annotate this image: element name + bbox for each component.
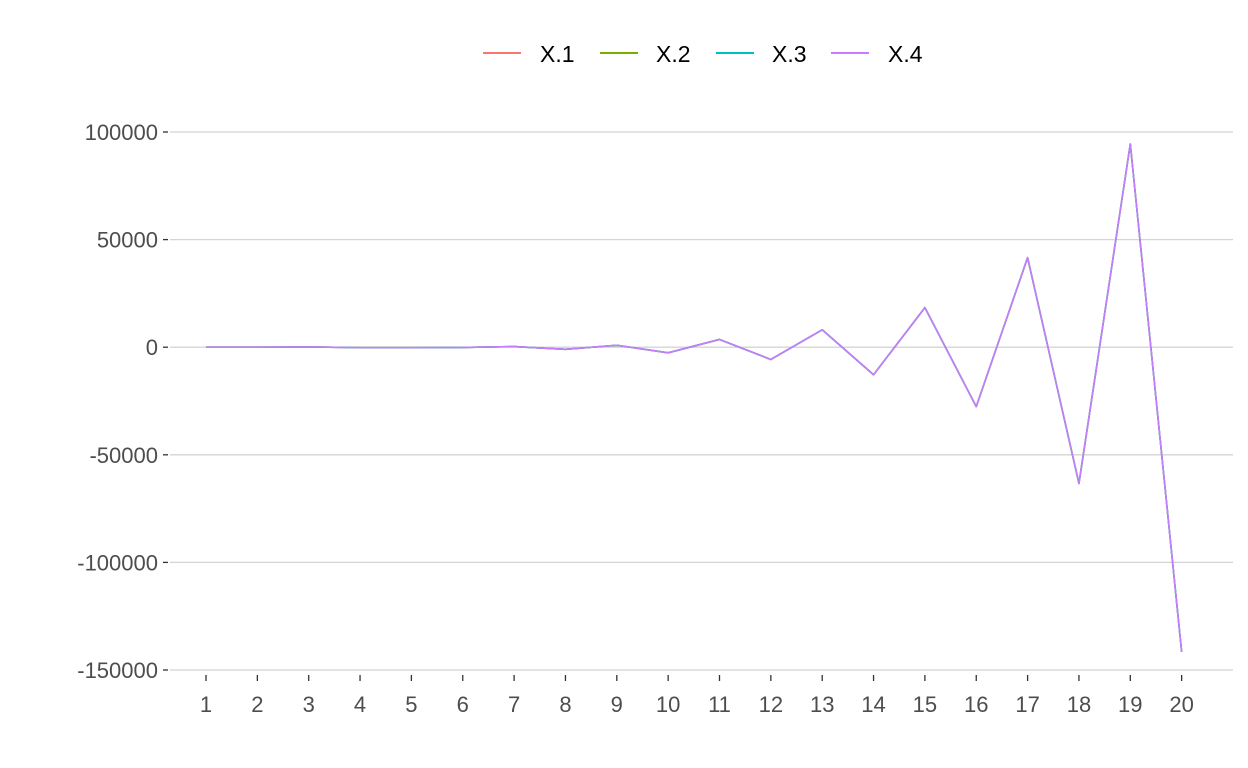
y-tick-label: 50000 — [97, 228, 158, 253]
x-axis: 1 2 3 4 5 6 7 8 9 10 11 12 13 14 15 16 17 18 19 20 — [200, 675, 1194, 717]
x-tick-label: 12 — [759, 692, 783, 717]
y-tick-label: 100000 — [85, 120, 158, 145]
legend-item-x3: X.3 — [716, 41, 807, 67]
y-tick-label: -50000 — [89, 443, 158, 468]
series-line-x2 — [206, 143, 1183, 653]
x-tick-label: 7 — [508, 692, 520, 717]
y-tick-label: -100000 — [77, 550, 158, 575]
y-tick-label: -150000 — [77, 658, 158, 683]
x-tick-label: 4 — [354, 692, 366, 717]
x-tick-label: 20 — [1169, 692, 1193, 717]
x-tick-label: 1 — [200, 692, 212, 717]
series-line-x1 — [206, 143, 1183, 653]
legend-label-x2: X.2 — [656, 41, 691, 67]
x-tick-label: 18 — [1067, 692, 1091, 717]
x-tick-label: 8 — [559, 692, 571, 717]
x-tick-label: 2 — [251, 692, 263, 717]
grid — [170, 131, 1233, 671]
x-tick-label: 9 — [611, 692, 623, 717]
x-tick-label: 10 — [656, 692, 680, 717]
x-tick-label: 3 — [303, 692, 315, 717]
x-tick-label: 17 — [1015, 692, 1039, 717]
x-tick-label: 15 — [913, 692, 937, 717]
x-tick-label: 14 — [861, 692, 885, 717]
legend-label-x3: X.3 — [772, 41, 807, 67]
x-tick-label: 6 — [457, 692, 469, 717]
legend-label-x4: X.4 — [888, 41, 923, 67]
legend-item-x1: X.1 — [483, 41, 575, 67]
x-tick-label: 19 — [1118, 692, 1142, 717]
x-tick-label: 5 — [405, 692, 417, 717]
legend: X.1 X.2 X.3 X.4 — [483, 41, 923, 67]
legend-label-x1: X.1 — [540, 41, 575, 67]
series-line-x3 — [206, 143, 1183, 653]
x-tick-label: 11 — [708, 692, 731, 717]
legend-item-x2: X.2 — [600, 41, 691, 67]
x-tick-label: 13 — [810, 692, 834, 717]
x-tick-label: 16 — [964, 692, 988, 717]
series-line-x4 — [206, 143, 1183, 653]
series-lines — [206, 143, 1183, 653]
y-axis: 100000 50000 0 -50000 -100000 -150000 — [77, 120, 168, 683]
legend-item-x4: X.4 — [831, 41, 923, 67]
y-tick-label: 0 — [146, 335, 158, 360]
